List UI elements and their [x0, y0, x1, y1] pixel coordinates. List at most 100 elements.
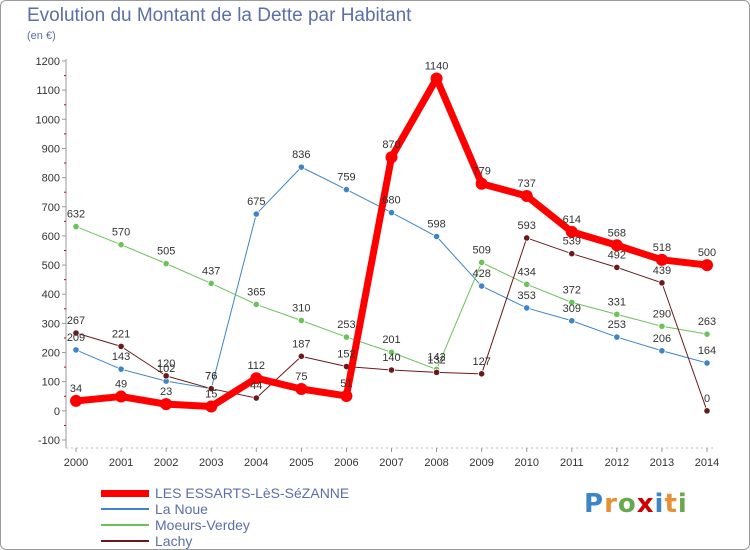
- legend-label: La Noue: [155, 500, 208, 517]
- data-label-3: 127: [472, 356, 490, 368]
- y-tick-label: 900: [42, 143, 60, 155]
- series-point-0: [430, 72, 443, 85]
- data-label-1: 206: [653, 333, 671, 345]
- x-tick-label: 2006: [334, 457, 358, 469]
- data-label-0: 568: [608, 227, 626, 239]
- series-point-2: [207, 279, 215, 288]
- y-tick-label: -100: [38, 435, 60, 447]
- legend-item: Lachy: [101, 533, 349, 549]
- series-point-0: [250, 372, 263, 385]
- data-label-0: 34: [70, 383, 82, 395]
- y-tick-label: 700: [42, 202, 60, 214]
- series-point-2: [342, 333, 351, 341]
- series-point-1: [297, 163, 305, 171]
- x-tick-label: 2011: [560, 457, 584, 469]
- data-label-2: 570: [112, 227, 130, 239]
- chart-legend: LES ESSARTS-LèS-SéZANNE La Noue Moeurs-Ver…: [101, 485, 349, 549]
- x-tick-label: 2009: [469, 457, 493, 469]
- data-label-1: 164: [698, 345, 716, 357]
- y-tick-label: 500: [42, 260, 60, 272]
- data-label-1: 76: [205, 371, 217, 383]
- data-label-0: 500: [698, 247, 716, 259]
- series-point-2: [387, 348, 396, 356]
- data-label-1: 428: [472, 268, 490, 280]
- data-label-2: 505: [157, 246, 175, 258]
- legend-item: Moeurs-Verdey: [101, 517, 349, 533]
- y-tick-label: 400: [42, 289, 60, 301]
- data-label-2: 365: [247, 286, 265, 298]
- series-point-2: [72, 222, 80, 231]
- data-label-0: 1140: [425, 60, 449, 72]
- chart-title: Evolution du Montant de la Dette par Hab…: [27, 5, 412, 26]
- data-label-2: 310: [292, 302, 310, 314]
- series-point-3: [658, 279, 666, 287]
- data-label-2: 434: [518, 266, 536, 278]
- legend-swatch: [101, 540, 149, 542]
- series-point-0: [655, 253, 668, 266]
- series-point-1: [252, 210, 260, 218]
- data-label-0: 112: [248, 360, 266, 372]
- logo-letter: i: [677, 489, 688, 519]
- series-point-2: [117, 241, 125, 249]
- data-label-2: 509: [472, 244, 490, 256]
- data-label-1: 209: [67, 332, 85, 344]
- x-tick-label: 2013: [650, 457, 674, 469]
- series-point-2: [703, 330, 711, 338]
- logo-letter: t: [664, 489, 678, 519]
- data-label-1: 836: [292, 149, 310, 161]
- legend-label: LES ESSARTS-LèS-SéZANNE: [155, 484, 350, 501]
- data-label-0: 49: [115, 379, 127, 391]
- series-point-3: [387, 366, 396, 374]
- series-point-1: [613, 333, 621, 341]
- x-tick-label: 2004: [244, 457, 268, 469]
- data-label-3: 539: [563, 236, 581, 248]
- data-label-0: 779: [472, 166, 490, 178]
- y-tick-label: 800: [42, 173, 60, 185]
- data-label-3: 132: [427, 354, 445, 366]
- y-tick-label: 1200: [36, 56, 60, 68]
- series-point-3: [72, 329, 80, 337]
- logo-letter: o: [617, 489, 637, 519]
- series-point-0: [475, 177, 488, 190]
- series-point-2: [297, 316, 305, 325]
- x-tick-label: 2012: [605, 457, 629, 469]
- y-tick-label: 1100: [36, 85, 60, 97]
- legend-label: Moeurs-Verdey: [155, 516, 250, 533]
- data-label-1: 598: [427, 219, 445, 231]
- series-point-1: [703, 359, 711, 367]
- data-label-1: 353: [518, 290, 536, 302]
- series-point-0: [160, 398, 173, 411]
- x-tick-label: 2001: [109, 457, 133, 469]
- series-point-1: [523, 304, 531, 312]
- data-label-0: 51: [340, 378, 352, 390]
- data-label-2: 437: [202, 265, 220, 277]
- series-point-3: [252, 394, 260, 402]
- data-label-0: 75: [295, 371, 307, 383]
- data-label-3: 439: [653, 265, 671, 277]
- data-label-0: 737: [518, 178, 536, 190]
- series-point-3: [568, 250, 576, 258]
- legend-label: Lachy: [155, 532, 193, 549]
- data-label-0: 614: [563, 214, 581, 226]
- data-label-0: 23: [160, 386, 172, 398]
- series-point-0: [385, 151, 398, 164]
- legend-swatch: [101, 524, 149, 526]
- series-point-2: [568, 298, 576, 306]
- logo-letter: P: [584, 489, 605, 519]
- data-label-1: 675: [247, 196, 265, 208]
- series-point-0: [701, 259, 713, 272]
- series-point-0: [295, 382, 308, 395]
- data-label-0: 518: [653, 242, 671, 254]
- x-tick-label: 2005: [289, 457, 313, 469]
- series-point-1: [72, 346, 80, 354]
- series-point-1: [117, 365, 125, 373]
- series-point-1: [478, 282, 486, 290]
- series-point-3: [297, 352, 305, 360]
- series-point-3: [162, 372, 170, 380]
- x-tick-label: 2010: [514, 457, 538, 469]
- series-point-0: [520, 189, 533, 202]
- x-tick-label: 2002: [154, 457, 178, 469]
- data-label-2: 263: [698, 316, 716, 328]
- data-label-2: 290: [653, 308, 671, 320]
- data-label-0: 15: [205, 388, 217, 400]
